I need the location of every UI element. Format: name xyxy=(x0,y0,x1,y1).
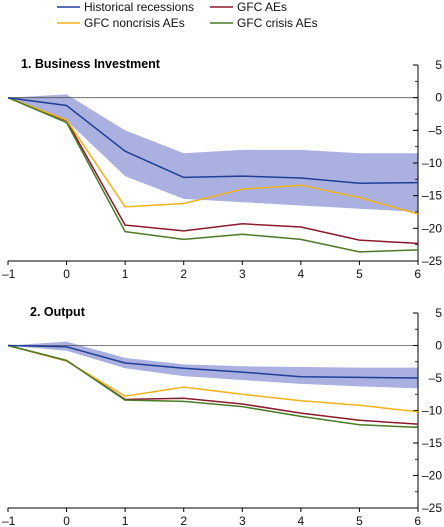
y-tick-label: –10 xyxy=(422,404,442,418)
panel-business-investment: 1. Business Investment –1 0 1 2 3 4 5 650–5–10–… xyxy=(2,57,442,281)
legend-item-gfc-noncrisis-aes: GFC noncrisis AEs xyxy=(57,16,185,30)
x-tick-label: 6 xyxy=(414,267,421,281)
y-tick-label: 0 xyxy=(435,91,442,105)
x-tick-label: 4 xyxy=(298,514,305,527)
x-tick-label: 5 xyxy=(356,267,363,281)
x-tick-label: 3 xyxy=(239,514,246,527)
y-tick-label: –10 xyxy=(422,156,442,170)
legend-item-historical-recessions: Historical recessions xyxy=(57,0,194,14)
x-tick-label: –1 xyxy=(2,514,16,527)
series-line-gfc-aes xyxy=(7,97,419,245)
x-tick-label: 2 xyxy=(180,514,187,527)
y-tick-label: –5 xyxy=(429,371,443,385)
x-tick-label: 1 xyxy=(122,514,129,527)
series-line-gfc-noncrisis-aes xyxy=(7,96,419,215)
y-tick-label: –5 xyxy=(429,123,443,137)
panel-title: 2. Output xyxy=(30,305,86,319)
confidence-band xyxy=(8,94,418,212)
series-line-historical-recessions xyxy=(7,96,419,185)
confidence-band xyxy=(8,341,418,389)
x-tick-label: 0 xyxy=(63,267,70,281)
legend-item-gfc-aes: GFC AEs xyxy=(210,0,287,14)
y-tick-label: –15 xyxy=(422,189,442,203)
x-tick-label: 5 xyxy=(356,514,363,527)
x-tick-label: 6 xyxy=(414,514,421,527)
series-line-gfc-crisis-aes xyxy=(7,97,419,253)
x-tick-label: 0 xyxy=(63,514,70,527)
y-tick-label: –15 xyxy=(422,436,442,450)
x-tick-label: –1 xyxy=(2,267,16,281)
panel-title: 1. Business Investment xyxy=(21,57,161,71)
x-tick-label: 3 xyxy=(239,267,246,281)
x-tick-label: 4 xyxy=(298,267,305,281)
panel-output: 2. Output –1 0 1 2 3 4 5 650–5–10–15–20–25 xyxy=(2,305,442,527)
series-line-historical-recessions xyxy=(7,344,419,379)
y-tick-label: –20 xyxy=(422,221,442,235)
legend-label: GFC crisis AEs xyxy=(237,16,318,30)
x-tick-label: 2 xyxy=(180,267,187,281)
legend: Historical recessions GFC AEs GFC noncri… xyxy=(57,0,318,30)
series-line-gfc-crisis-aes xyxy=(7,344,419,429)
y-tick-label: –25 xyxy=(422,254,442,268)
legend-label: GFC noncrisis AEs xyxy=(84,16,185,30)
legend-item-gfc-crisis-aes: GFC crisis AEs xyxy=(210,16,318,30)
legend-label: Historical recessions xyxy=(84,0,194,14)
x-tick-label: 1 xyxy=(122,267,129,281)
legend-label: GFC AEs xyxy=(237,0,287,14)
y-tick-label: –20 xyxy=(422,469,442,483)
y-tick-label: 5 xyxy=(435,58,442,72)
y-tick-label: 0 xyxy=(435,339,442,353)
y-tick-label: 5 xyxy=(435,306,442,320)
y-tick-label: –25 xyxy=(422,501,442,515)
